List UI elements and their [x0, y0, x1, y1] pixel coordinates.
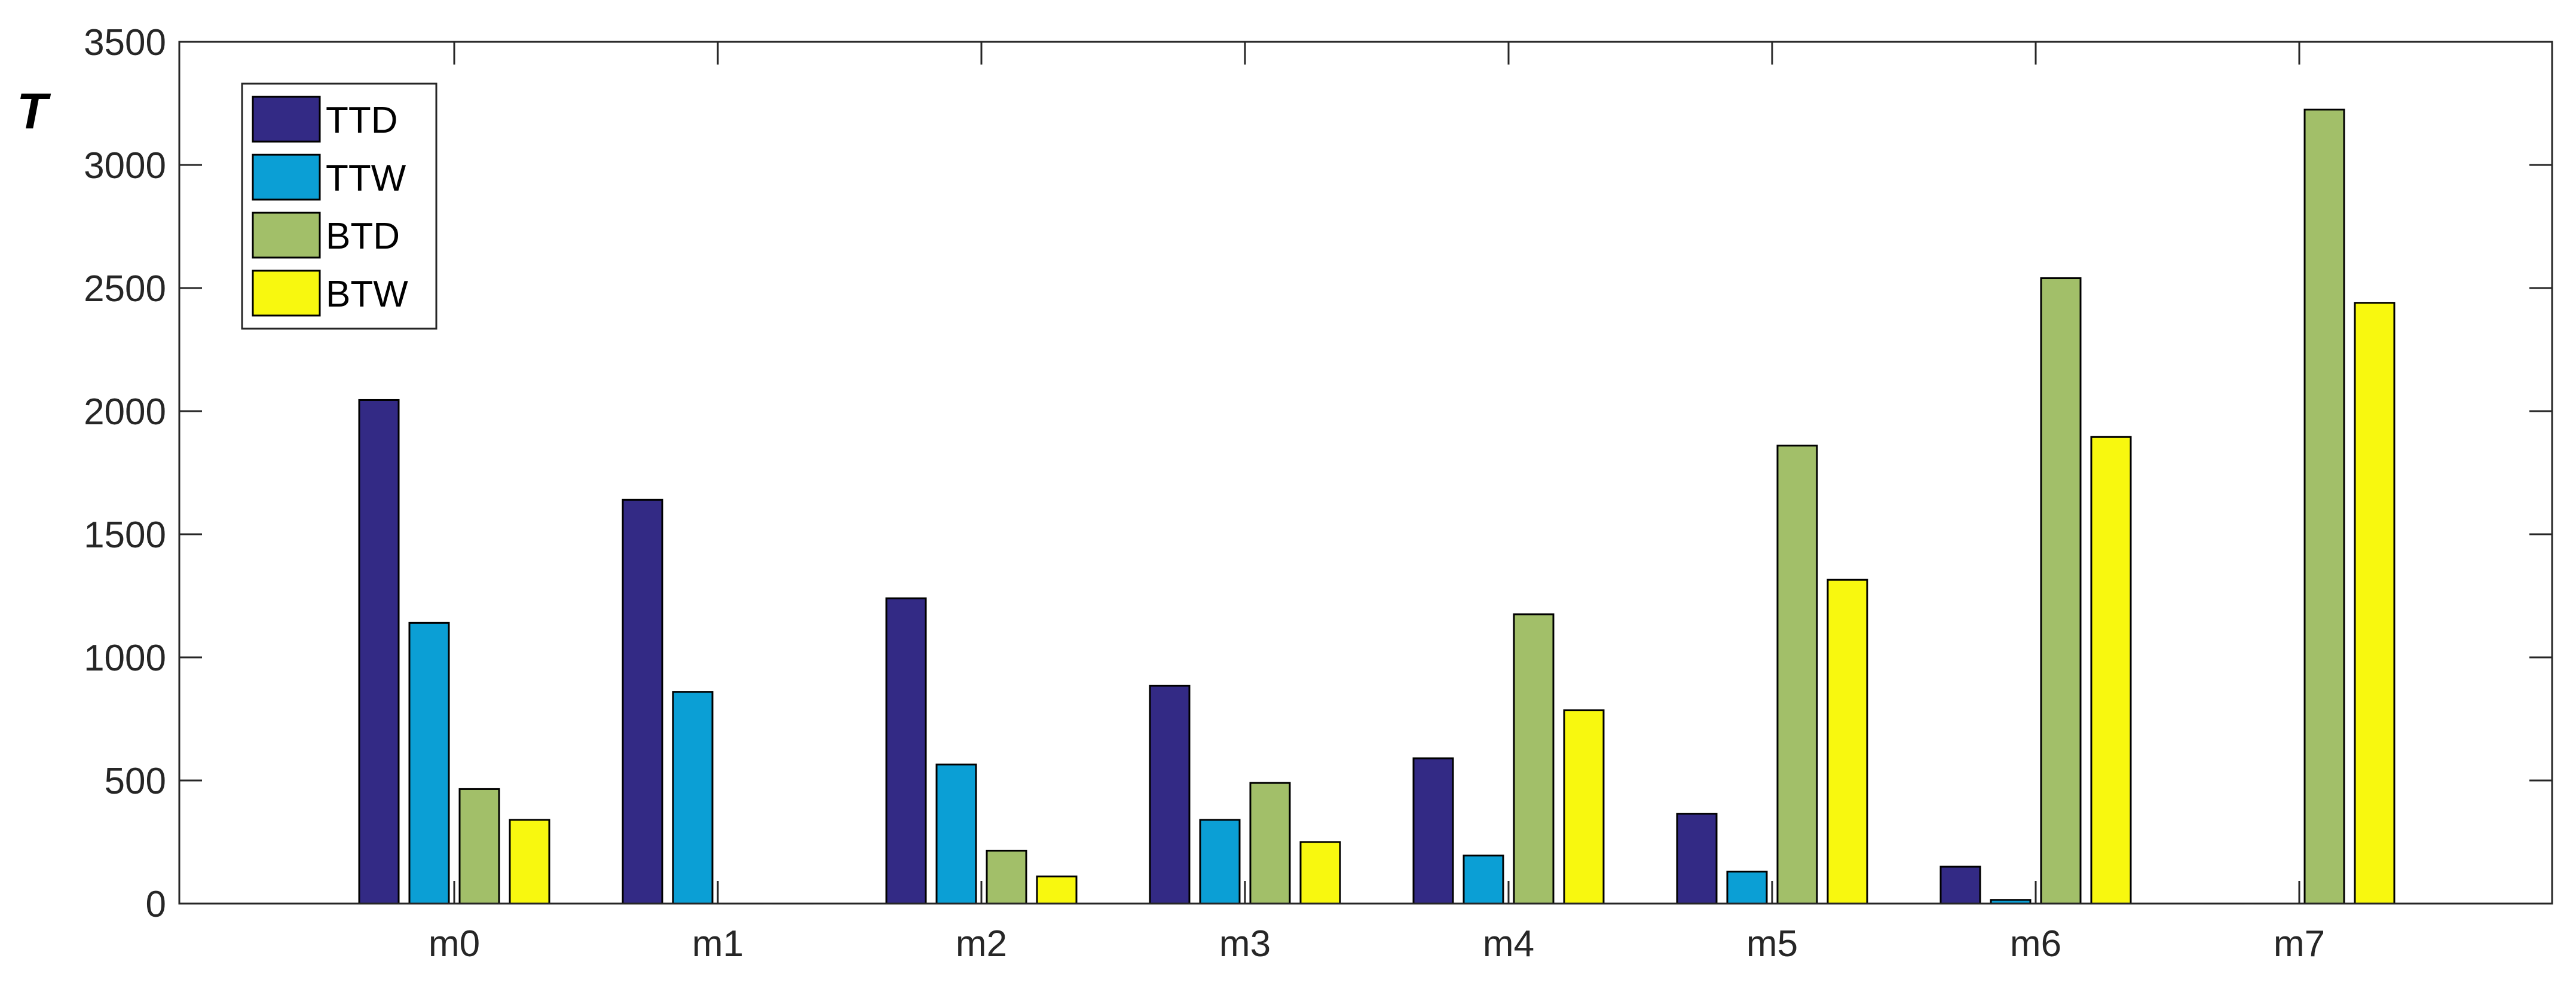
y-tick-label-0: 0	[146, 884, 166, 925]
x-tick-label-m2: m2	[956, 923, 1007, 965]
bar-TTW-m3	[1199, 819, 1241, 905]
legend: TTD TTW BTD BTW	[241, 82, 438, 330]
bar-BTD-m5	[1776, 445, 1818, 905]
bar-BTW-m5	[1827, 578, 1868, 905]
y-tick-labels: 0 500 1000 1500 2000 2500 3000 3500	[84, 22, 166, 925]
ticks-group	[179, 41, 2552, 905]
x-tick-label-m7: m7	[2274, 923, 2325, 965]
y-axis-label: T	[17, 83, 51, 139]
legend-swatch-TTD	[252, 96, 321, 143]
bars-group	[358, 108, 2396, 905]
bar-TTW-m5	[1726, 870, 1768, 905]
bar-TTW-m0	[408, 622, 450, 905]
bar-TTD-m1	[622, 498, 663, 905]
x-tick-labels: m0 m1 m2 m3 m4 m5 m6 m7	[429, 923, 2325, 965]
y-tick-label-3000: 3000	[84, 145, 166, 186]
x-tick-label-m3: m3	[1219, 923, 1271, 965]
y-tick-label-3500: 3500	[84, 22, 166, 63]
bar-BTW-m7	[2354, 302, 2396, 905]
bar-TTD-m5	[1676, 813, 1718, 905]
bar-TTW-m4	[1463, 855, 1504, 905]
x-tick-label-m4: m4	[1483, 923, 1534, 965]
y-tick-label-2000: 2000	[84, 391, 166, 433]
bar-TTW-m1	[672, 691, 714, 905]
bar-BTW-m6	[2090, 436, 2132, 905]
bar-BTD-m3	[1249, 782, 1291, 905]
bar-TTD-m3	[1149, 684, 1191, 905]
x-tick-label-m6: m6	[2010, 923, 2061, 965]
legend-label-BTD: BTD	[326, 216, 400, 257]
y-tick-label-500: 500	[105, 761, 166, 802]
bar-BTW-m4	[1563, 709, 1605, 905]
x-tick-label-m0: m0	[429, 923, 480, 965]
bar-TTD-m0	[358, 399, 400, 905]
x-tick-label-m5: m5	[1746, 923, 1798, 965]
y-tick-label-1000: 1000	[84, 638, 166, 679]
bar-BTW-m2	[1036, 875, 1078, 905]
y-tick-label-2500: 2500	[84, 268, 166, 310]
legend-label-BTW: BTW	[326, 274, 408, 315]
bar-TTD-m2	[885, 597, 927, 905]
axes-box	[178, 41, 2553, 905]
legend-swatch-BTD	[252, 212, 321, 259]
bar-BTW-m3	[1299, 841, 1341, 905]
bar-BTD-m6	[2040, 277, 2082, 905]
legend-label-TTD: TTD	[326, 100, 398, 141]
y-tick-label-1500: 1500	[84, 515, 166, 556]
legend-label-TTW: TTW	[326, 158, 406, 199]
bar-TTW-m2	[935, 763, 977, 905]
legend-swatch-TTW	[252, 154, 321, 201]
bar-TTD-m6	[1939, 865, 1981, 905]
x-tick-label-m1: m1	[692, 923, 744, 965]
bar-TTD-m4	[1412, 757, 1454, 905]
bar-BTD-m7	[2303, 108, 2345, 905]
bar-BTD-m4	[1513, 613, 1555, 905]
bar-BTW-m0	[509, 819, 550, 905]
legend-swatch-BTW	[252, 270, 321, 317]
bar-BTD-m0	[458, 788, 500, 905]
bar-BTD-m2	[986, 849, 1027, 905]
